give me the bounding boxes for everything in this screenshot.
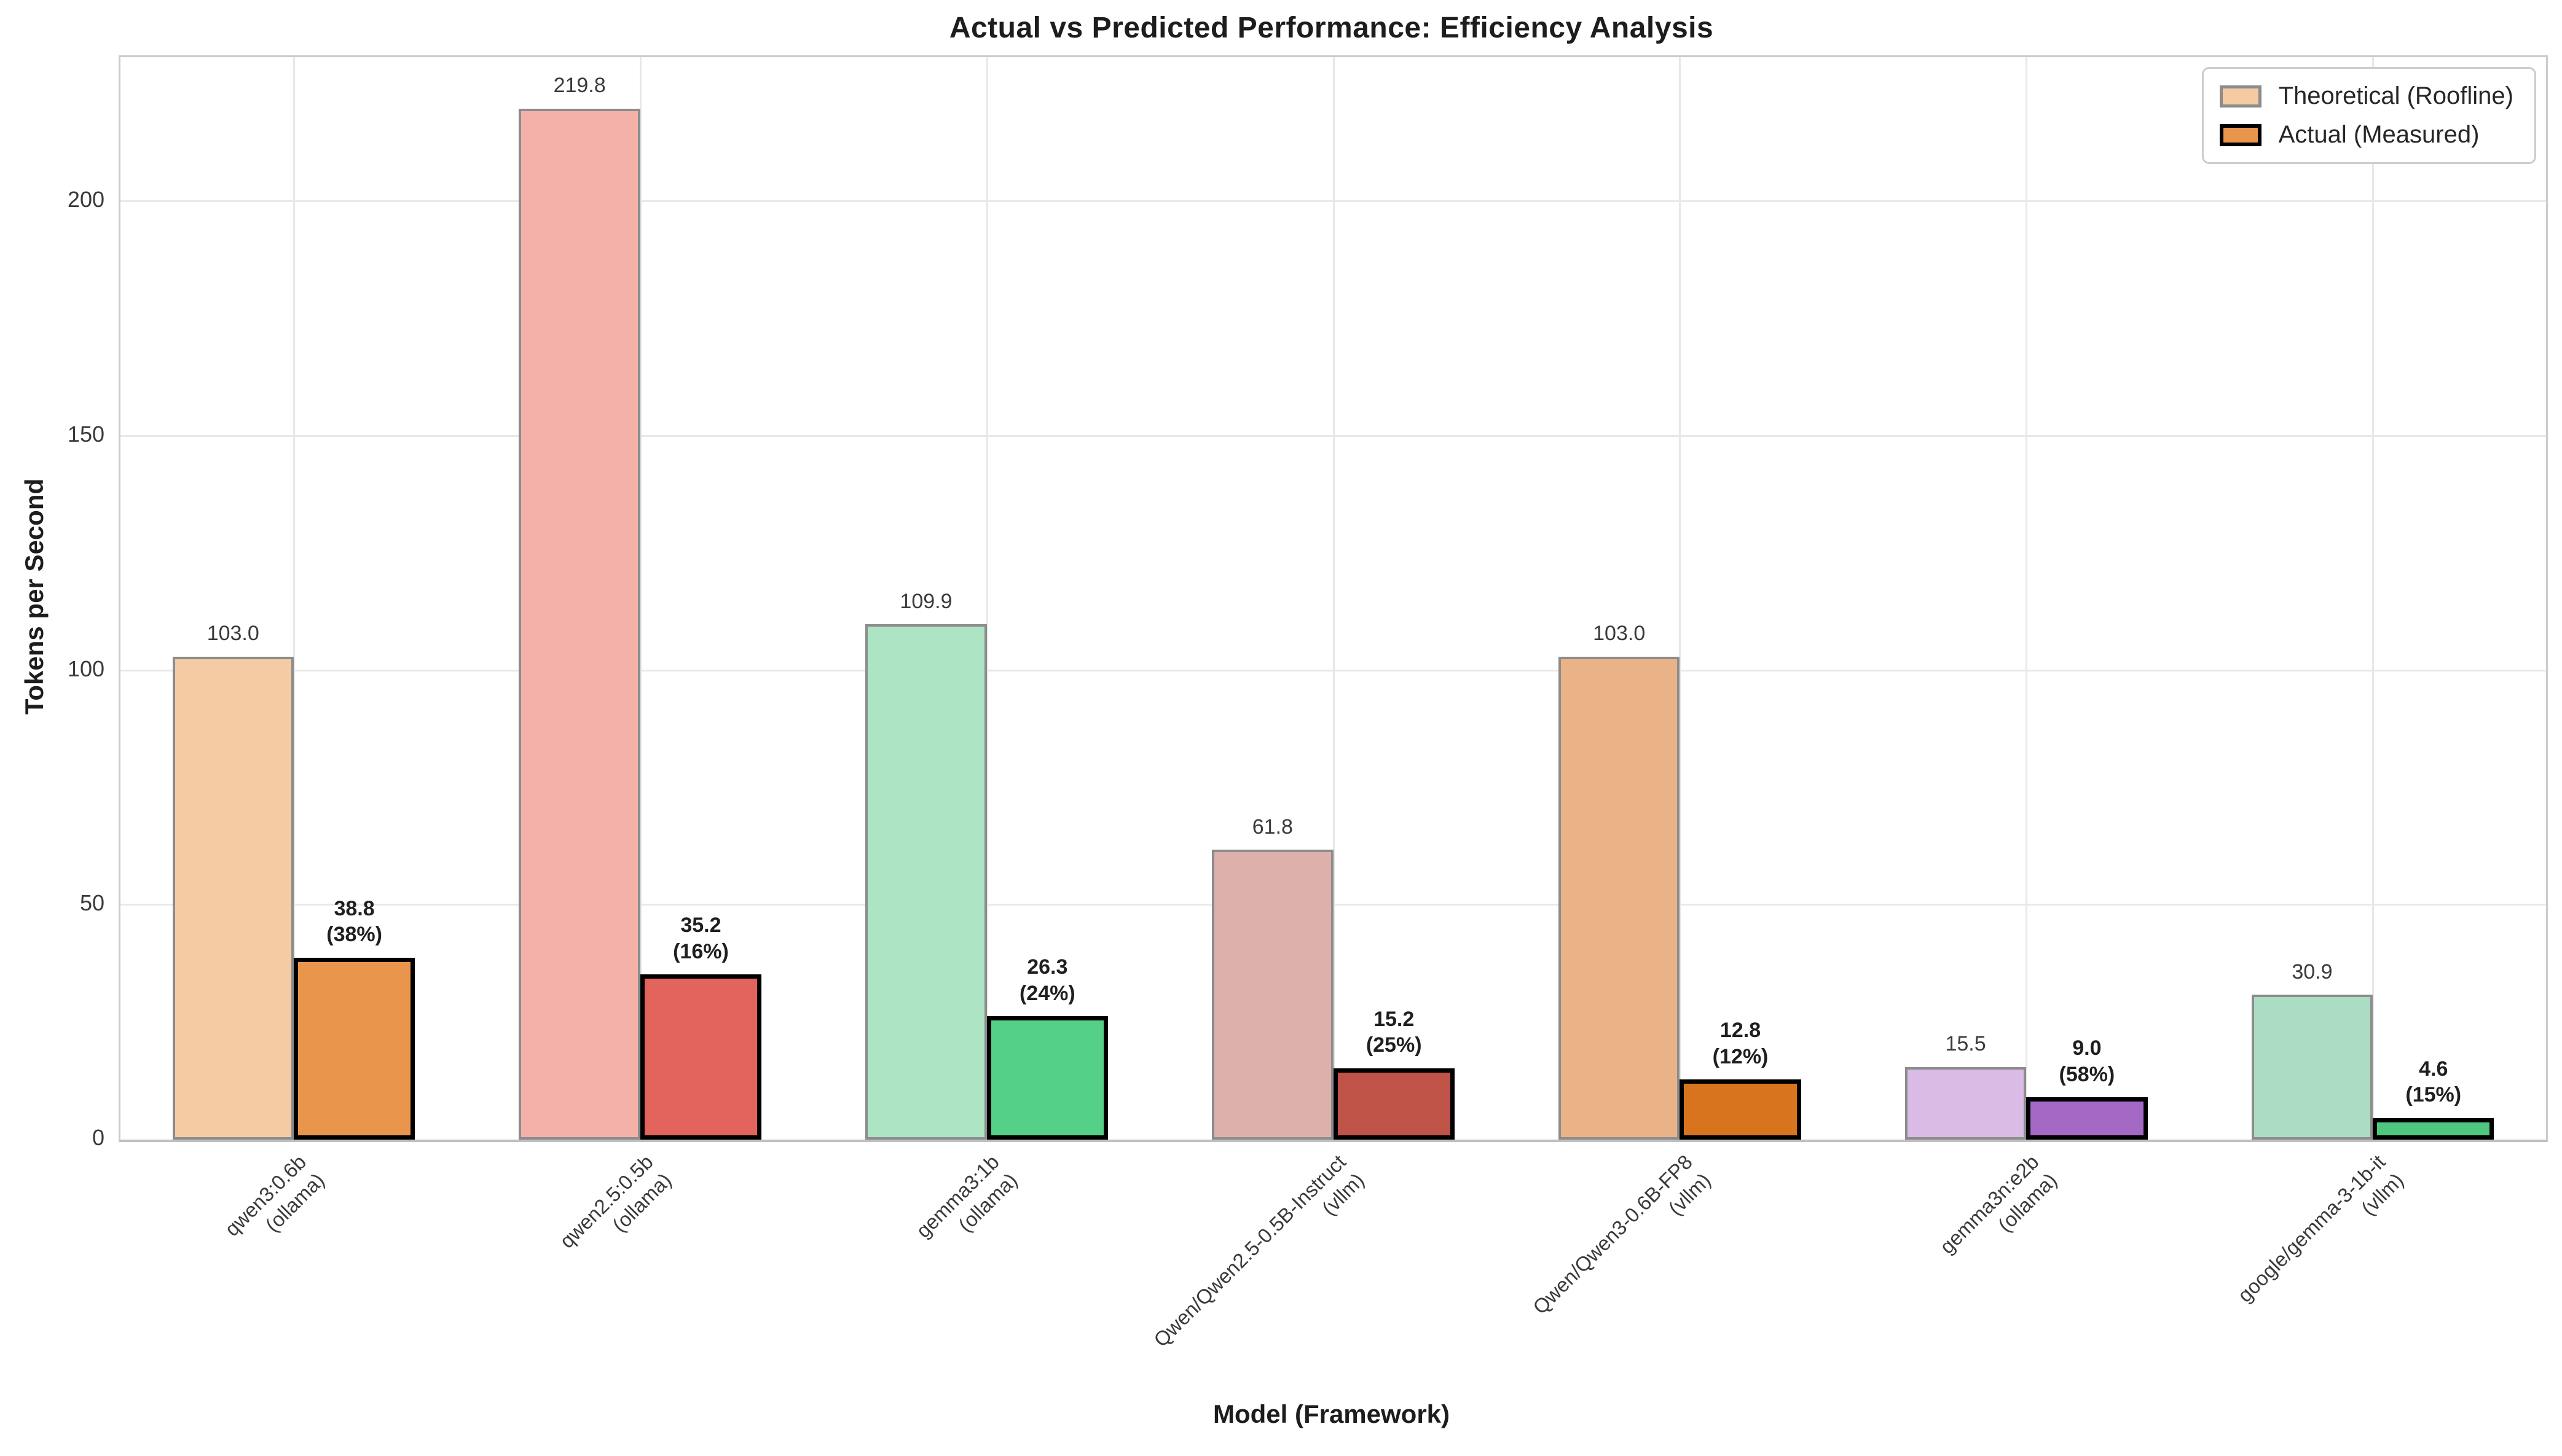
bar-group: 61.8 15.2 (25%) Qwen/Qwen2.5-0.5B-Instruct(…	[1149, 57, 1507, 1351]
theoretical-bar	[1558, 656, 1680, 1140]
x-tick-label: qwen2.5:0.5b (ollama)	[555, 1150, 676, 1253]
gridline-vertical	[293, 57, 295, 1140]
gridline-vertical	[2372, 57, 2375, 1140]
actual-value-label: 35.2 (16%)	[673, 914, 729, 963]
actual-bar	[293, 957, 415, 1140]
legend-row-theoretical: Theoretical (Roofline)	[2219, 82, 2513, 110]
bar-group: 30.9 4.6 (15%) google/gemma-3-1b-it (vllm)	[2199, 57, 2546, 1307]
actual-bar	[986, 1016, 1108, 1140]
actual-value-label: 9.0 (58%)	[2059, 1036, 2115, 1086]
y-tick-label: 200	[67, 187, 104, 213]
x-tick-label: qwen3:0.6b (ollama)	[220, 1150, 329, 1241]
actual-value-label: 38.8 (38%)	[326, 896, 382, 947]
x-tick-label: Qwen/Qwen3-0.6B-FP8 (vllm)	[1528, 1150, 1715, 1319]
gridline-vertical	[2026, 57, 2028, 1140]
theoretical-value-label: 219.8	[553, 74, 606, 98]
actual-value-label: 12.8 (12%)	[1712, 1019, 1769, 1068]
actual-bar	[1680, 1079, 1801, 1140]
actual-value-label: 15.2 (25%)	[1365, 1007, 1422, 1057]
bar-group: 219.8 35.2 (16%) qwen2.5:0.5b (ollama)	[467, 57, 814, 1253]
bar-group: 103.0 38.8 (38%) qwen3:0.6b (ollama)	[120, 57, 467, 1240]
theoretical-value-label: 109.9	[900, 589, 953, 613]
y-tick-label: 100	[67, 656, 104, 681]
actual-bar	[2373, 1117, 2494, 1140]
theoretical-value-label: 15.5	[1945, 1032, 1986, 1056]
actual-bar	[1333, 1068, 1455, 1140]
y-axis-ticks: 0 50 100 150 200	[0, 55, 104, 1150]
theoretical-bar	[2251, 995, 2373, 1140]
bar-group: 109.9 26.3 (24%) gemma3:1b (ollama)	[814, 57, 1160, 1242]
gridline-vertical	[1679, 57, 1681, 1140]
theoretical-legend-label: Theoretical (Roofline)	[2278, 82, 2513, 109]
y-tick-label: 150	[67, 421, 104, 447]
legend-row-actual: Actual (Measured)	[2219, 121, 2513, 149]
plot-area: 103.0 38.8 (38%) qwen3:0.6b (ollama) 219.8 35.…	[119, 55, 2548, 1351]
theoretical-bar	[172, 656, 294, 1140]
chart-title: Actual vs Predicted Performance: Efficie…	[949, 12, 1714, 44]
theoretical-value-label: 61.8	[1252, 815, 1293, 839]
x-tick-label: gemma3:1b (ollama)	[911, 1150, 1023, 1242]
theoretical-bar	[1212, 850, 1334, 1140]
gridline-vertical	[986, 57, 988, 1140]
theoretical-bar	[519, 108, 640, 1140]
x-tick-label: Qwen/Qwen2.5-0.5B-Instruct (vllm)	[1149, 1150, 1369, 1352]
gridline-vertical	[639, 57, 642, 1140]
actual-bar	[640, 974, 762, 1140]
y-tick-label: 50	[79, 890, 104, 916]
y-tick-label: 0	[92, 1125, 104, 1150]
x-tick-label: google/gemma-3-1b-it (vllm)	[2233, 1150, 2408, 1307]
legend: Theoretical (Roofline) Actual (Measured)	[2201, 67, 2536, 164]
theoretical-legend-swatch	[2219, 85, 2261, 108]
gridline-vertical	[1332, 57, 1335, 1140]
theoretical-value-label: 103.0	[206, 622, 259, 646]
theoretical-value-label: 30.9	[2292, 960, 2333, 984]
bar-group: 103.0 12.8 (12%) Qwen/Qwen3-0.6B-FP8 (vllm)	[1506, 57, 1853, 1318]
actual-legend-label: Actual (Measured)	[2278, 121, 2480, 148]
x-tick-label: gemma3n:e2b (ollama)	[1935, 1150, 2062, 1258]
bar-group: 15.5 9.0 (58%) gemma3n:e2b (ollama)	[1853, 57, 2199, 1258]
actual-bar	[2026, 1097, 2148, 1140]
theoretical-value-label: 103.0	[1593, 622, 1646, 646]
theoretical-bar	[865, 624, 987, 1140]
x-axis-label: Model (Framework)	[1212, 1399, 1450, 1428]
actual-value-label: 4.6 (15%)	[2405, 1057, 2462, 1107]
theoretical-bar	[1904, 1067, 2027, 1140]
actual-legend-swatch	[2219, 123, 2261, 146]
bar-groups: 103.0 38.8 (38%) qwen3:0.6b (ollama) 219.8 35.…	[120, 57, 2546, 1351]
actual-value-label: 26.3 (24%)	[1019, 955, 1075, 1005]
